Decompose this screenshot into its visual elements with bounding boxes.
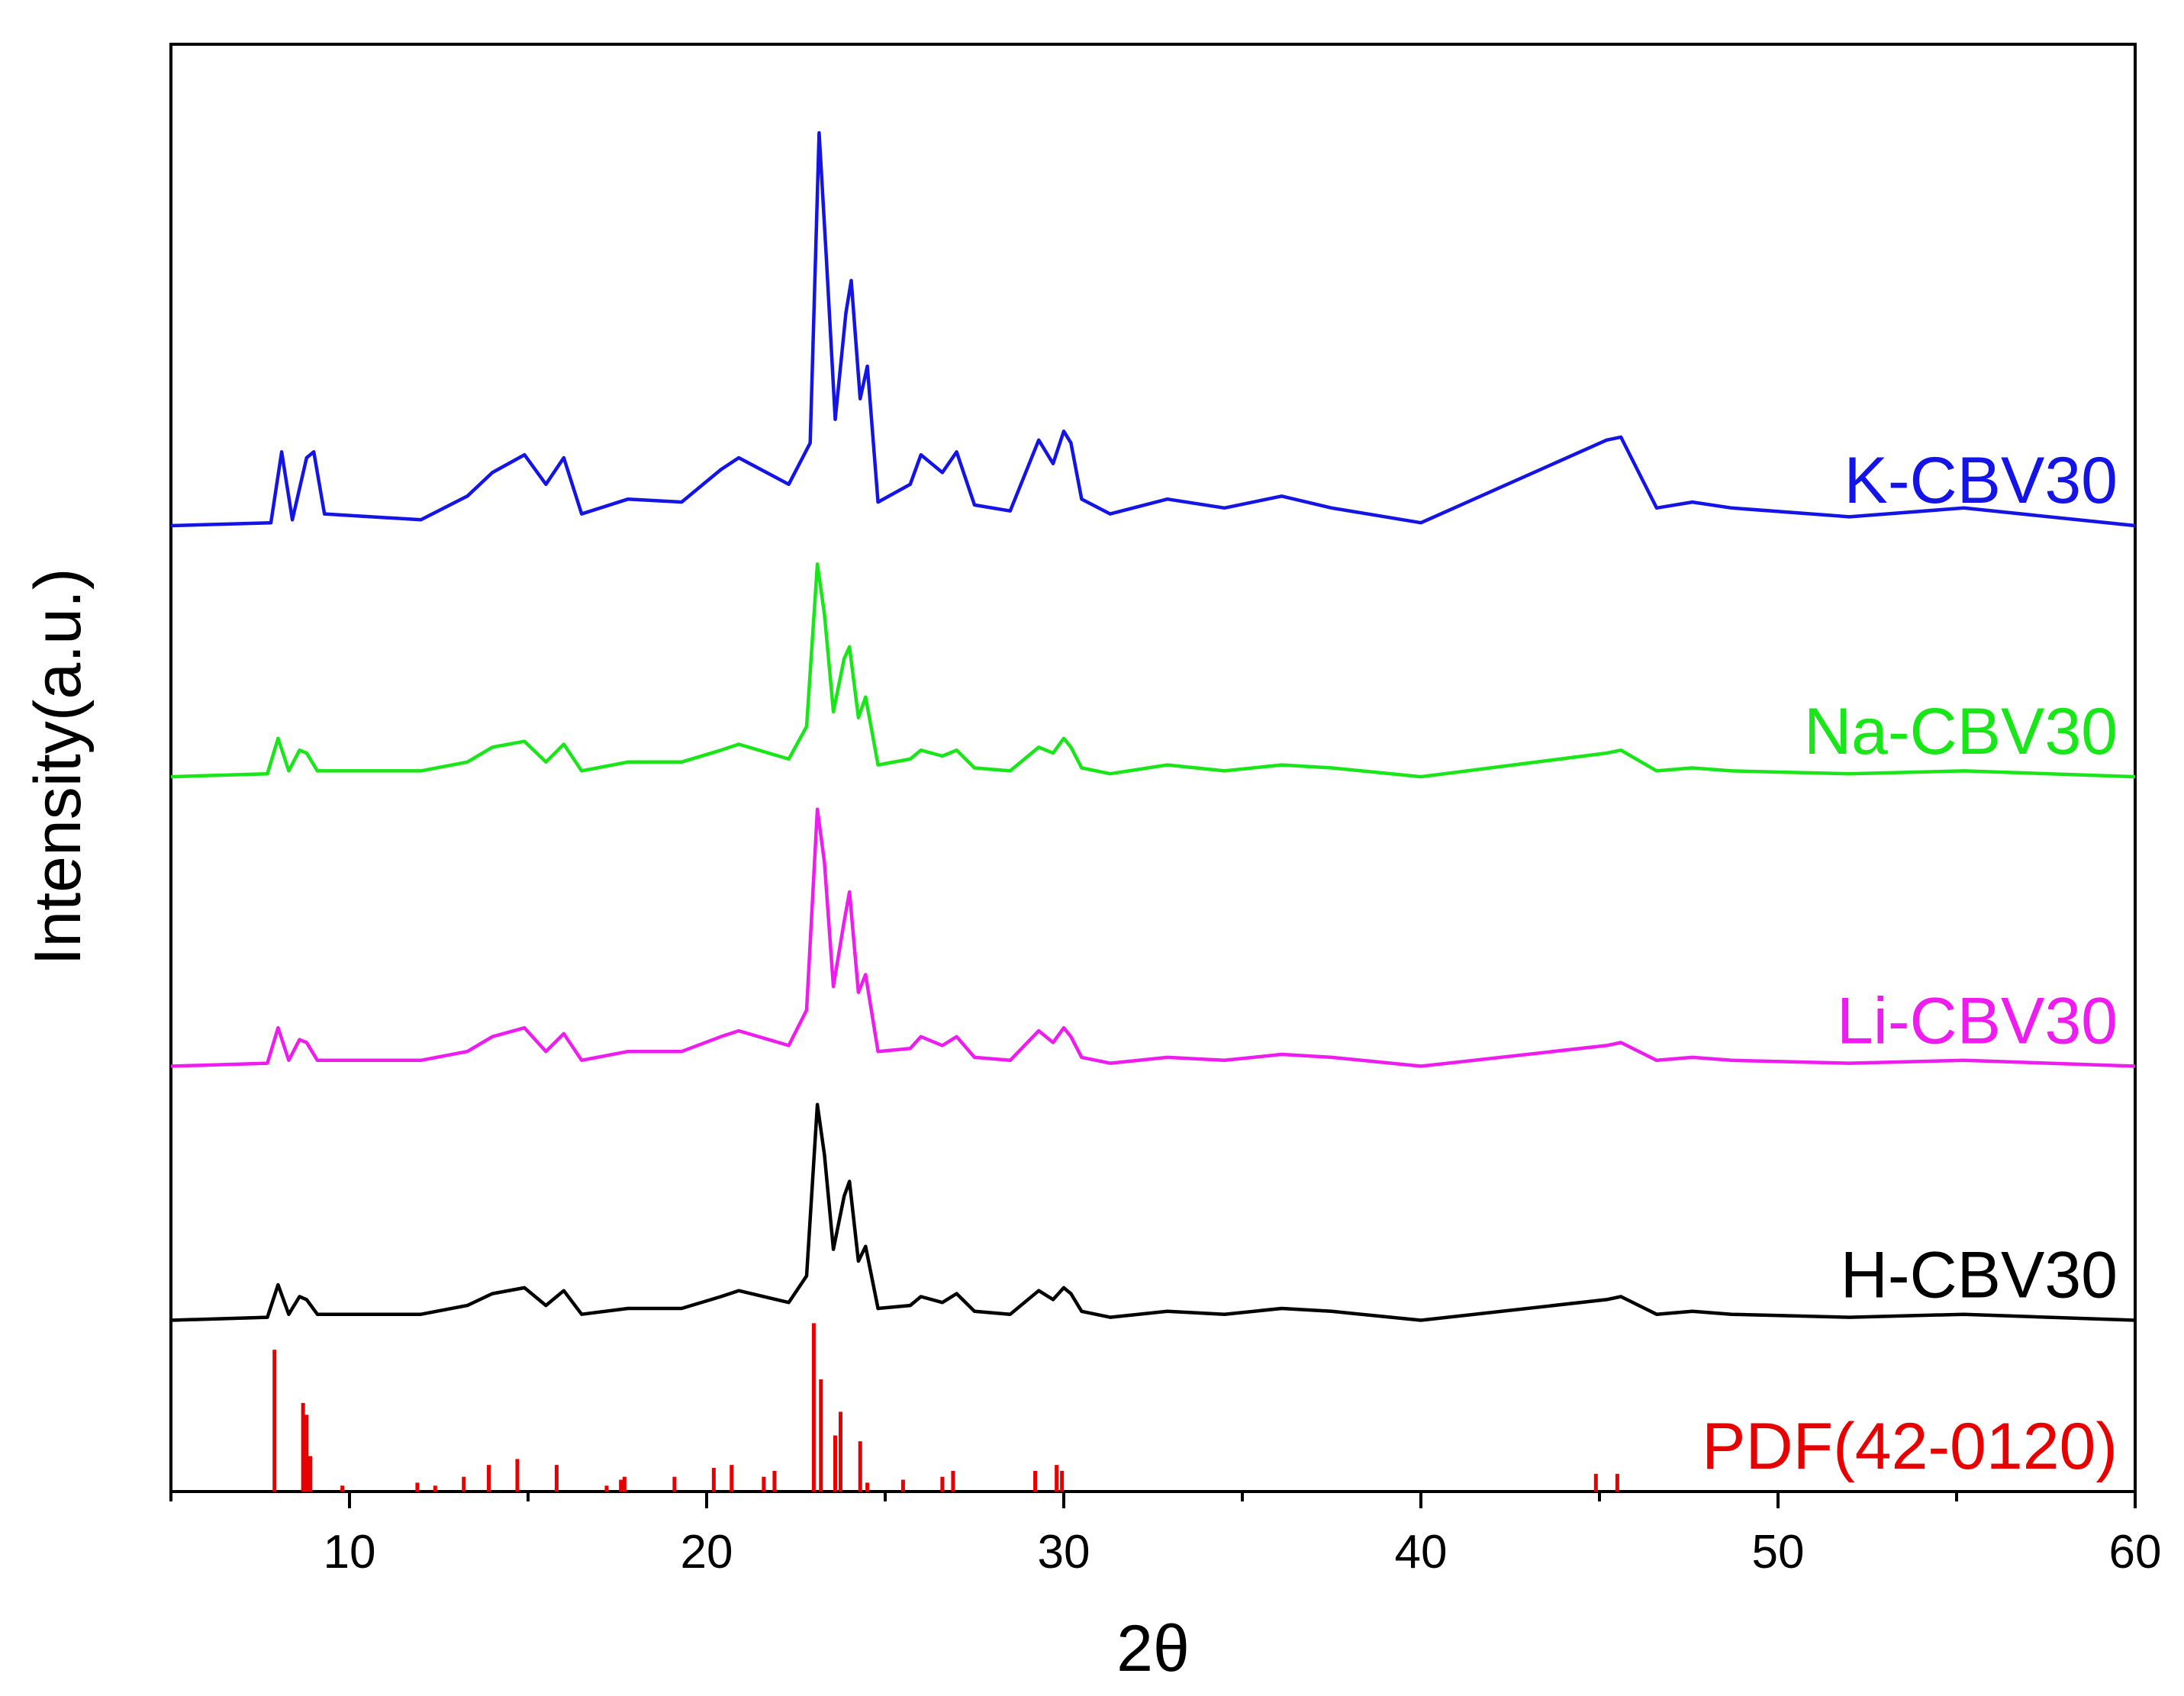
series-label-h-cbv30: H-CBV30: [1841, 1238, 2118, 1311]
series-na-cbv30: [170, 562, 2136, 779]
x-tick-label: 10: [324, 1526, 376, 1579]
series-label-pdf-42-0120: PDF(42-0120): [1702, 1410, 2118, 1483]
y-axis-label: Intensity(a.u.): [21, 568, 95, 966]
plot-frame: [169, 43, 2137, 1493]
x-tick-label: 50: [1752, 1526, 1805, 1579]
series-h-cbv30: [170, 1102, 2136, 1322]
series-label-k-cbv30: K-CBV30: [1844, 444, 2118, 517]
series-layer: [170, 130, 2136, 1492]
series-k-cbv30: [170, 130, 2136, 528]
x-tick-label: 20: [681, 1526, 733, 1579]
series-li-cbv30: [170, 807, 2136, 1068]
x-tick-label: 40: [1395, 1526, 1448, 1579]
series-label-na-cbv30: Na-CBV30: [1804, 695, 2118, 768]
x-tick-label: 60: [2109, 1526, 2162, 1579]
series-pdf-42-0120: [272, 1323, 1619, 1492]
x-axis-label: 2θ: [1116, 1612, 1190, 1685]
series-label-layer: K-CBV30 Na-CBV30 Li-CBV30 H-CBV30 PDF(42-012…: [1702, 444, 2118, 1483]
series-label-li-cbv30: Li-CBV30: [1837, 985, 2118, 1058]
x-axis-ticks: 10 20 30 40 50 60: [169, 1492, 2162, 1579]
x-tick-label: 30: [1038, 1526, 1090, 1579]
